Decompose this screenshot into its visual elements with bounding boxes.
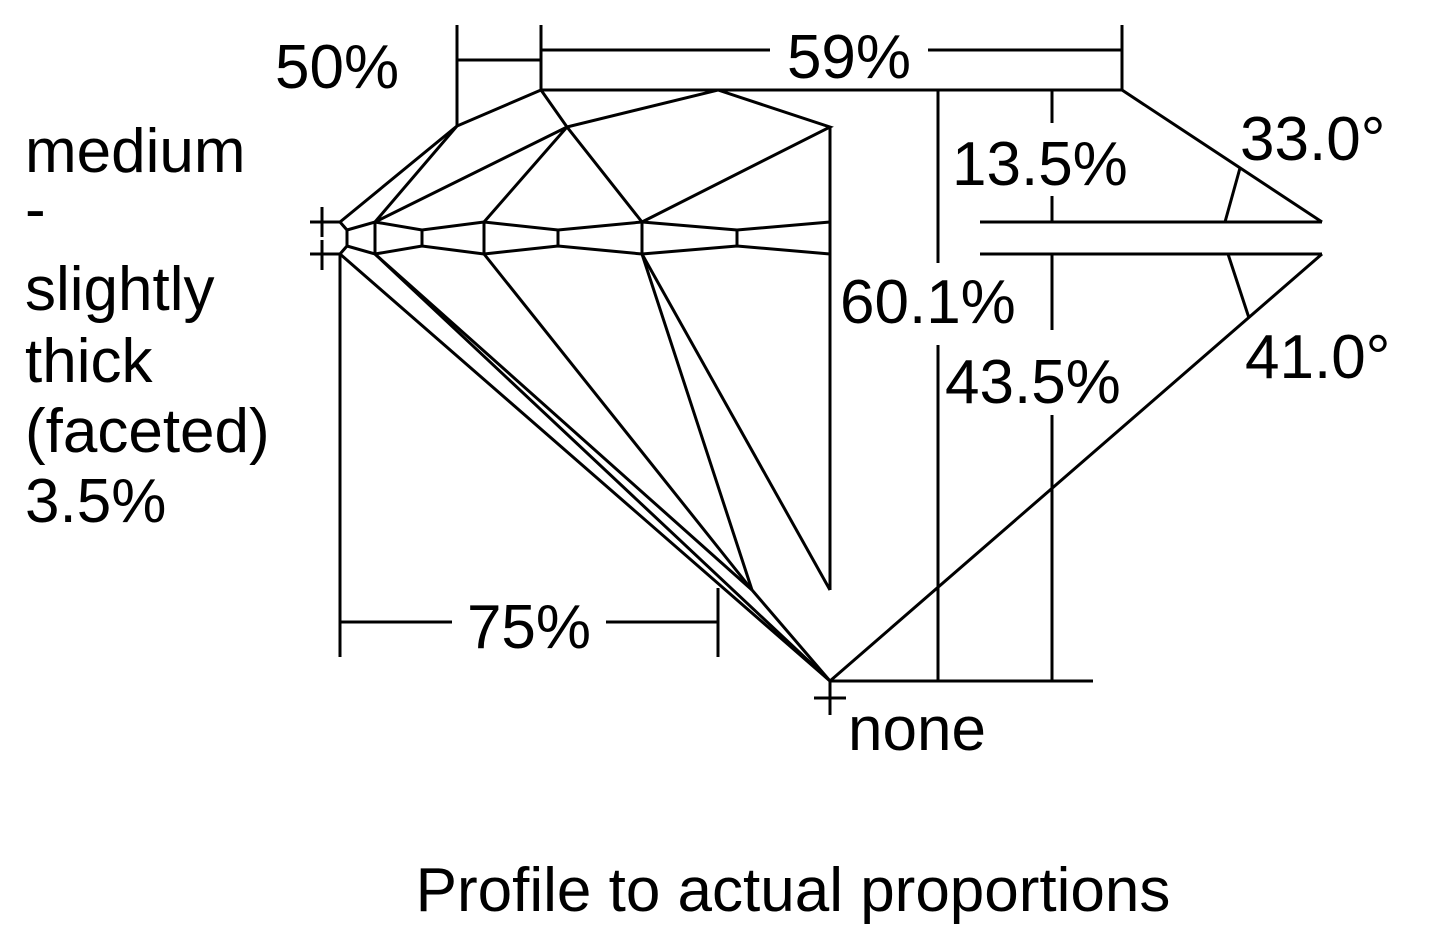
crown-facet-line	[539, 89, 644, 223]
girdle-label-line: -	[25, 175, 46, 244]
girdle-label-line: 3.5%	[25, 467, 166, 536]
diagram-caption: Profile to actual proportions	[416, 856, 1171, 925]
crown-height-label: 13.5%	[952, 130, 1128, 199]
table-label: 59%	[787, 23, 911, 92]
diamond-outline	[338, 88, 1323, 683]
girdle-label-line: thick	[25, 327, 153, 396]
pavilion-angle-arc	[1226, 253, 1251, 319]
girdle-top	[338, 220, 831, 232]
pavilion-outline	[829, 252, 1323, 683]
girdle-label-line: (faceted)	[25, 397, 270, 466]
total-depth-label: 60.1%	[840, 268, 1016, 337]
pavilion-depth-label: 43.5%	[945, 348, 1121, 417]
girdle-bottom	[338, 244, 831, 256]
dimension-labels: 50% 59% medium - slightly thick (faceted…	[25, 23, 1390, 764]
crown-facet-line	[374, 125, 568, 224]
dimension-lines	[310, 25, 1124, 715]
lower-half-label: 75%	[467, 593, 591, 662]
culet-label: none	[848, 695, 986, 764]
crown-facet-line	[482, 126, 569, 223]
crown-facet-line	[373, 125, 459, 223]
girdle-label-line: medium	[25, 117, 246, 186]
crown-angle-label: 33.0°	[1240, 105, 1385, 174]
crown-height-star-label: 50%	[275, 33, 399, 102]
crown-angle-arc	[1223, 167, 1242, 223]
pavilion-outline	[339, 252, 831, 683]
pavilion-angle-label: 41.0°	[1245, 323, 1390, 392]
crown-facet-line	[566, 88, 834, 224]
girdle-label-line: slightly	[25, 255, 215, 324]
